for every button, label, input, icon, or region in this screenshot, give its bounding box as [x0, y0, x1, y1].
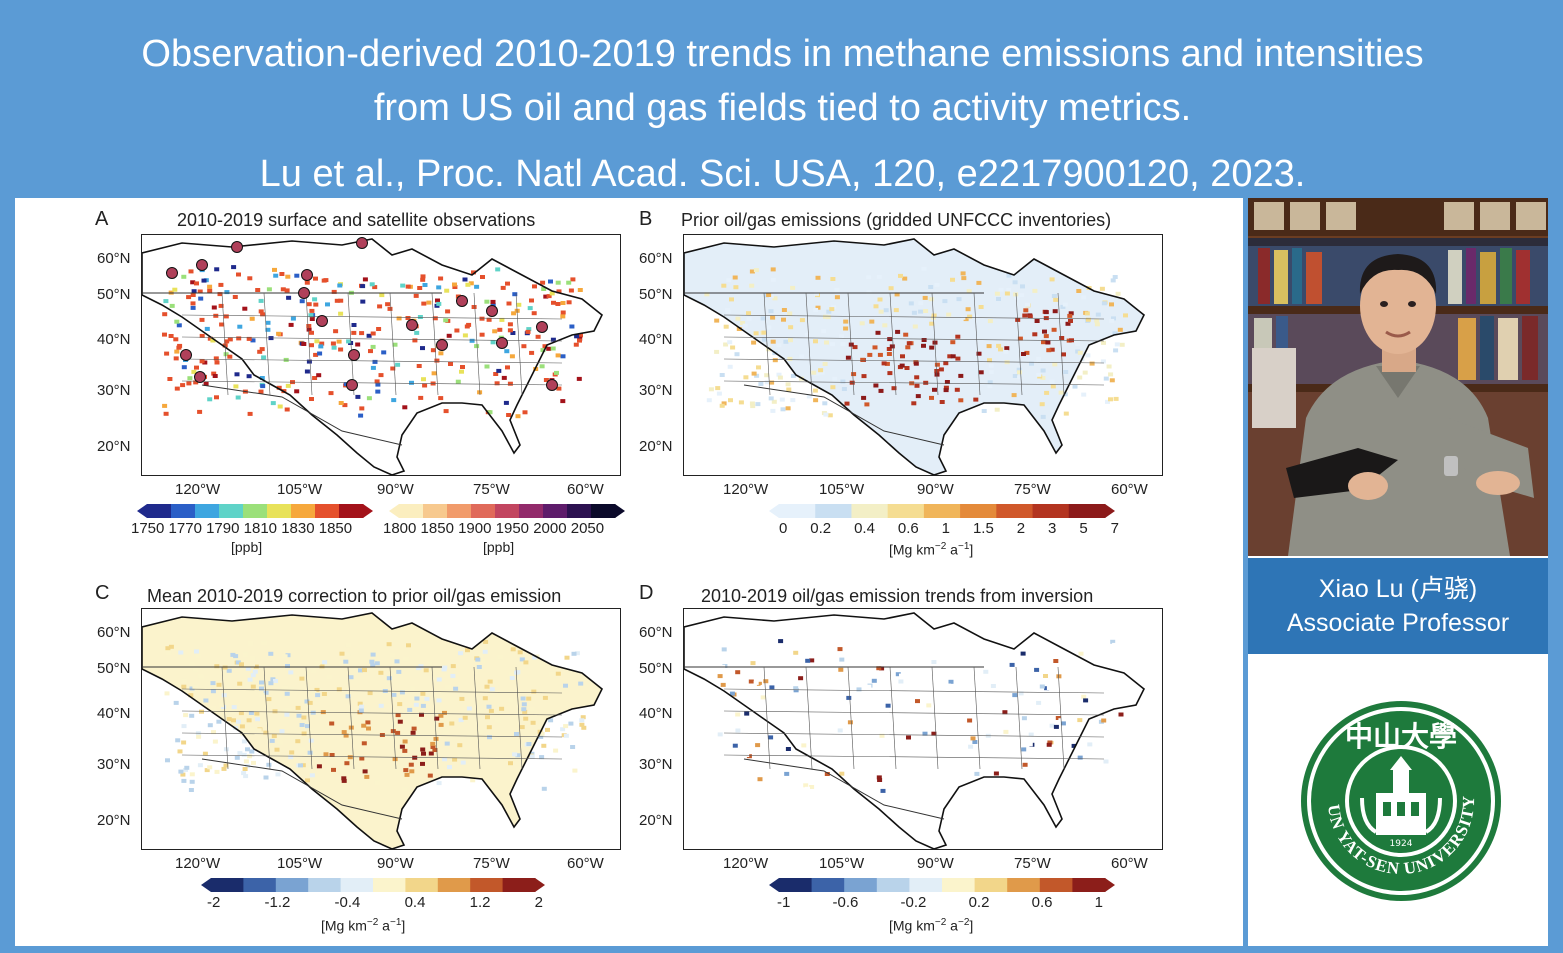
lon-tick: 60°W — [567, 855, 604, 872]
lon-tick: 60°W — [1111, 481, 1148, 498]
citation: Lu et al., Proc. Natl Acad. Sci. USA, 12… — [259, 153, 1306, 195]
lat-tick: 30°N — [639, 756, 673, 773]
lon-tick: 120°W — [723, 481, 769, 498]
lat-tick: 20°N — [639, 812, 673, 829]
lat-tick: 50°N — [97, 286, 131, 303]
lon-tick: 105°W — [277, 855, 323, 872]
map-a — [141, 234, 621, 476]
lat-tick: 50°N — [639, 286, 673, 303]
lon-tick: 75°W — [473, 855, 510, 872]
colorbar-c-ticks: -2 -1.2 -0.4 0.4 1.2 2 — [207, 894, 543, 911]
lat-tick: 20°N — [97, 812, 131, 829]
colorbar-d-ticks: -1 -0.6 -0.2 0.2 0.6 1 — [777, 894, 1103, 911]
colorbar-d-unit: [Mg km−2 a−2] — [889, 917, 974, 934]
colorbar-a2 — [389, 504, 625, 518]
lon-tick: 120°W — [175, 481, 221, 498]
lat-tick: 30°N — [97, 756, 131, 773]
lon-tick: 105°W — [819, 481, 865, 498]
lon-tick: 75°W — [473, 481, 510, 498]
profile-card: Xiao Lu (卢骁) Associate Professor 中山大學 SU… — [1248, 198, 1548, 946]
colorbar-a2-ticks: 1800 1850 1900 1950 2000 2050 — [383, 520, 605, 537]
lat-tick: 20°N — [639, 438, 673, 455]
lat-tick: 30°N — [639, 382, 673, 399]
colorbar-b-ticks: 0 0.2 0.4 0.6 1 1.5 2 3 5 7 — [779, 520, 1119, 537]
lat-tick: 20°N — [97, 438, 131, 455]
panel-letter: A — [95, 208, 109, 230]
lat-tick: 60°N — [97, 250, 131, 267]
lat-tick: 60°N — [639, 250, 673, 267]
portrait-photo — [1248, 198, 1548, 556]
lat-tick: 60°N — [97, 624, 131, 641]
figure-panel: A 2010-2019 surface and satellite observ… — [15, 198, 1243, 946]
university-logo: 中山大學 SUN YAT-SEN UNIVERSITY 1924 — [1298, 698, 1504, 904]
lon-tick: 75°W — [1014, 855, 1051, 872]
panel-title: 2010-2019 oil/gas emission trends from i… — [701, 586, 1094, 606]
person-role: Associate Professor — [1286, 609, 1510, 637]
lat-tick: 40°N — [97, 705, 131, 722]
panel-title: Prior oil/gas emissions (gridded UNFCCC … — [681, 210, 1112, 230]
lat-tick: 40°N — [639, 705, 673, 722]
lon-tick: 120°W — [175, 855, 221, 872]
name-box: Xiao Lu (卢骁) Associate Professor — [1248, 558, 1548, 654]
panel-a: A 2010-2019 surface and satellite observ… — [15, 198, 629, 572]
colorbar-a1-ticks: 1750 1770 1790 1810 1830 1850 — [131, 520, 353, 537]
lat-tick: 30°N — [97, 382, 131, 399]
title-banner: Observation-derived 2010-2019 trends in … — [12, 10, 1553, 195]
lon-tick: 60°W — [567, 481, 604, 498]
lat-tick: 60°N — [639, 624, 673, 641]
lat-tick: 40°N — [97, 331, 131, 348]
panel-title: Mean 2010-2019 correction to prior oil/g… — [147, 586, 562, 606]
panel-title: 2010-2019 surface and satellite observat… — [177, 210, 536, 230]
title-line-2: from US oil and gas fields tied to activ… — [373, 87, 1192, 129]
panel-letter: D — [639, 582, 654, 604]
lon-tick: 90°W — [917, 855, 954, 872]
colorbar-a2-unit: [ppb] — [483, 539, 515, 555]
lon-tick: 90°W — [377, 481, 414, 498]
lon-tick: 105°W — [819, 855, 865, 872]
panel-d: D 2010-2019 oil/gas emission trends from… — [629, 572, 1243, 946]
colorbar-b-unit: [Mg km−2 a−1] — [889, 541, 974, 558]
lon-tick: 75°W — [1014, 481, 1051, 498]
panel-letter: B — [639, 208, 653, 230]
person-name: Xiao Lu (卢骁) — [1318, 575, 1478, 603]
map-d — [683, 608, 1163, 850]
map-c — [141, 608, 621, 850]
title-line-1: Observation-derived 2010-2019 trends in … — [141, 33, 1424, 75]
lat-tick: 40°N — [639, 331, 673, 348]
colorbar-a1-unit: [ppb] — [231, 539, 263, 555]
map-b — [683, 234, 1163, 476]
logo-year: 1924 — [1390, 839, 1413, 849]
lon-tick: 90°W — [377, 855, 414, 872]
colorbar-c-unit: [Mg km−2 a−1] — [321, 917, 406, 934]
panel-letter: C — [95, 582, 110, 604]
lon-tick: 90°W — [917, 481, 954, 498]
lon-tick: 120°W — [723, 855, 769, 872]
panel-c: C Mean 2010-2019 correction to prior oil… — [15, 572, 629, 946]
lon-tick: 105°W — [277, 481, 323, 498]
lat-tick: 50°N — [97, 660, 131, 677]
colorbar-c — [201, 878, 545, 892]
colorbar-a1 — [137, 504, 373, 518]
colorbar-d — [769, 878, 1115, 892]
colorbar-b — [769, 504, 1115, 518]
lat-tick: 50°N — [639, 660, 673, 677]
logo-cn-text: 中山大學 — [1345, 720, 1457, 753]
panel-b: B Prior oil/gas emissions (gridded UNFCC… — [629, 198, 1243, 572]
lon-tick: 60°W — [1111, 855, 1148, 872]
